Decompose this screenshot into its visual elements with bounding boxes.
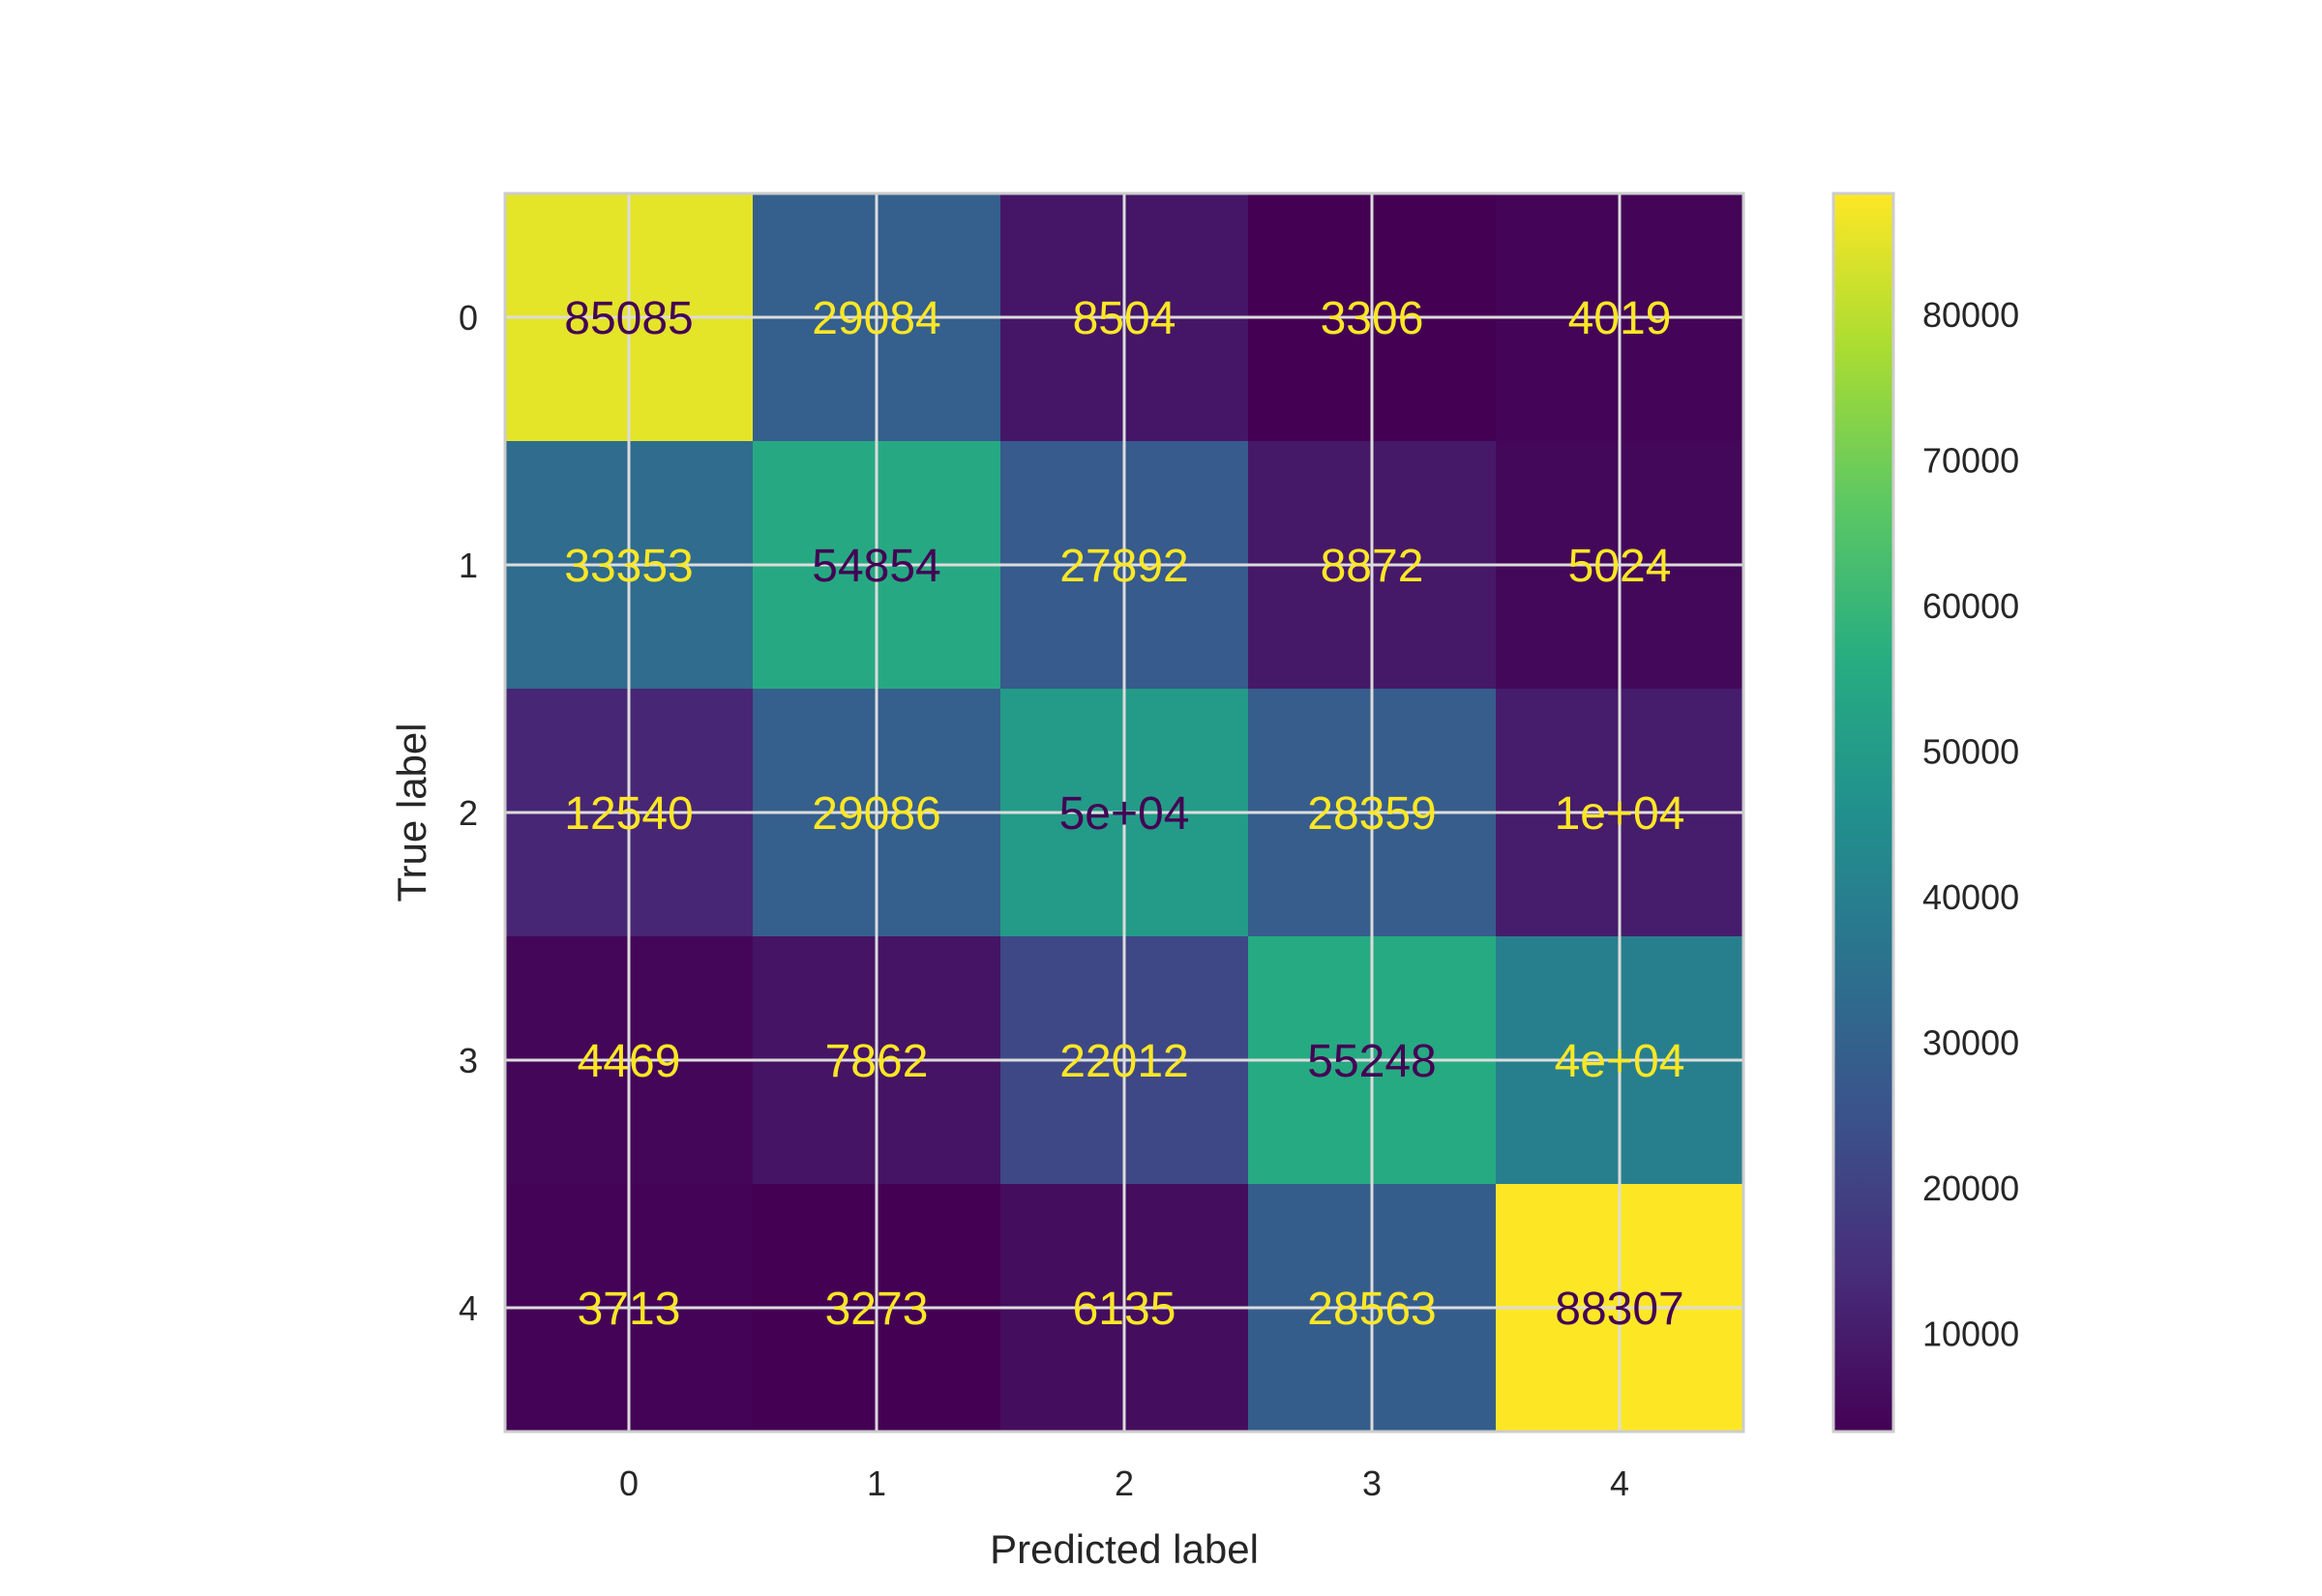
colorbar-tick-label: 10000 — [1922, 1315, 2019, 1354]
colorbar-ticks: 10000 20000 30000 40000 50000 60000 70000 80000 — [1922, 295, 2019, 1354]
cell-value-label: 4469 — [578, 1036, 681, 1087]
cell-value-label: 5e+04 — [1059, 788, 1190, 840]
y-tick-label: 4 — [459, 1288, 478, 1328]
cell-value-label: 3273 — [825, 1284, 929, 1335]
cell-value-label: 28359 — [1307, 788, 1436, 840]
colorbar-tick-label: 80000 — [1922, 295, 2019, 335]
cell-value-label: 4e+04 — [1555, 1036, 1685, 1087]
colorbar-tick-label: 40000 — [1922, 877, 2019, 917]
x-axis-label: Predicted label — [990, 1526, 1259, 1572]
colorbar-tick-label: 70000 — [1922, 441, 2019, 481]
y-axis-ticks: 0 1 2 3 4 — [459, 298, 478, 1328]
plot-frame — [503, 192, 1745, 1433]
colorbar-tick-label: 60000 — [1922, 586, 2019, 626]
cell-value-label: 1e+04 — [1555, 788, 1685, 840]
y-tick-label: 2 — [459, 793, 478, 833]
cell-value-labels: 85085 29084 8504 3306 4019 33353 54854 27892 887… — [564, 293, 1684, 1335]
grid-lines — [505, 193, 1743, 1432]
y-axis-label: True label — [389, 723, 434, 901]
colorbar-tick-label: 20000 — [1922, 1168, 2019, 1208]
cell-value-label: 5024 — [1568, 541, 1672, 592]
x-axis-ticks: 0 1 2 3 4 — [619, 1463, 1629, 1503]
cell-value-label: 28563 — [1307, 1284, 1436, 1335]
cell-value-label: 7862 — [825, 1036, 929, 1087]
cell-value-label: 88307 — [1555, 1284, 1683, 1335]
x-tick-label: 2 — [1115, 1463, 1134, 1503]
cell-value-label: 3306 — [1321, 293, 1424, 344]
cell-value-label: 27892 — [1059, 541, 1188, 592]
cell-value-label: 8504 — [1073, 293, 1176, 344]
y-tick-label: 1 — [459, 546, 478, 585]
cell-value-label: 29084 — [812, 293, 940, 344]
colorbar — [1831, 192, 1895, 1433]
y-tick-label: 0 — [459, 298, 478, 338]
cell-value-label: 3713 — [578, 1284, 681, 1335]
cell-value-label: 55248 — [1307, 1036, 1436, 1087]
cell-value-label: 6135 — [1073, 1284, 1176, 1335]
y-tick-label: 3 — [459, 1041, 478, 1080]
colorbar-tick-label: 50000 — [1922, 732, 2019, 772]
cell-value-label: 22012 — [1059, 1036, 1188, 1087]
x-tick-label: 1 — [867, 1463, 886, 1503]
cell-value-label: 8872 — [1321, 541, 1424, 592]
cell-value-label: 54854 — [812, 541, 940, 592]
x-tick-label: 3 — [1362, 1463, 1382, 1503]
cell-value-label: 29086 — [812, 788, 940, 840]
cell-value-label: 85085 — [564, 293, 693, 344]
x-tick-label: 0 — [619, 1463, 639, 1503]
cell-value-label: 12540 — [564, 788, 693, 840]
colorbar-tick-label: 30000 — [1922, 1023, 2019, 1063]
x-tick-label: 4 — [1610, 1463, 1629, 1503]
cell-value-label: 4019 — [1568, 293, 1672, 344]
cell-value-label: 33353 — [564, 541, 693, 592]
